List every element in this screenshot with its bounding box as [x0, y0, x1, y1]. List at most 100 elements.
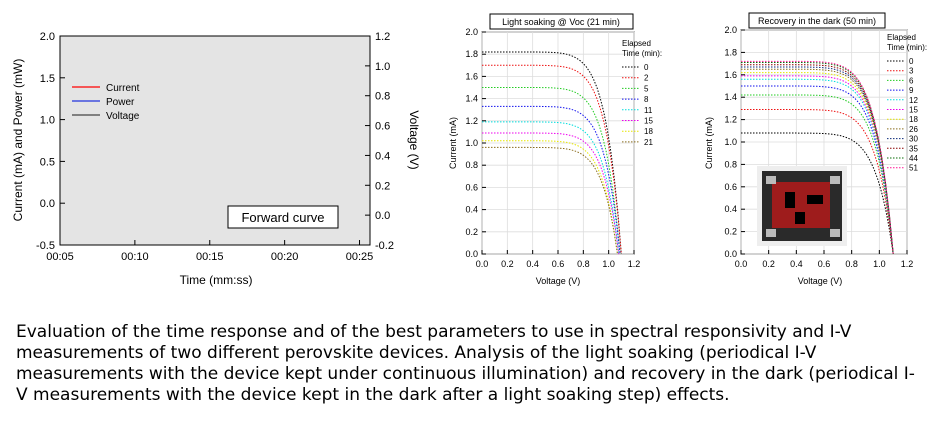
photo-pad	[766, 229, 776, 237]
time-response-chart: 00:05 00:10 00:15 00:20 00:25 -0.5 0.0 0.5 1.0 1.…	[11, 31, 421, 287]
y-tick-label: 0.6	[465, 182, 478, 192]
y2-tick-label: -0.2	[375, 240, 394, 252]
series-15-curve	[741, 75, 894, 255]
series-11-curve	[482, 121, 620, 255]
legend: Current Power Voltage	[72, 83, 140, 122]
photo-pad	[830, 176, 840, 184]
legend-title: Elapsed	[887, 33, 916, 42]
legend-label: 8	[644, 95, 649, 104]
x-tick-label: 0.0	[476, 259, 489, 269]
x-tick-label: 00:05	[46, 251, 74, 263]
y-tick-label: 2.0	[724, 25, 737, 35]
y-tick-label: 1.6	[724, 70, 737, 80]
series-5-curve	[482, 87, 621, 255]
y-tick-label: 1.0	[465, 138, 478, 148]
chart-title-box	[489, 13, 634, 30]
legend-label: 15	[909, 106, 918, 115]
legend-label: 6	[909, 76, 914, 85]
y-tick-label: 1.4	[724, 92, 737, 102]
y2-tick-label: 1.2	[375, 31, 390, 43]
y-tick-label: 0.4	[724, 204, 737, 214]
legend-label: 51	[909, 164, 918, 173]
legend-label: 5	[644, 84, 649, 93]
x-tick-label: 0.8	[577, 259, 590, 269]
figure-caption: Evaluation of the time response and of t…	[16, 322, 915, 405]
x-tick-label: 0.4	[526, 259, 539, 269]
x-tick-label: 00:15	[196, 251, 224, 263]
series-3-curve	[741, 109, 894, 255]
series-6-curve	[741, 94, 894, 255]
figure-canvas: 00:05 00:10 00:15 00:20 00:25 -0.5 0.0 0.5 1.0 1.…	[11, 12, 927, 287]
legend-label: 0	[909, 57, 914, 66]
light-soaking-chart: Light soaking @ Voc (21 min) 0.0 0.2 0.4 0.…	[448, 13, 662, 286]
legend-label: 11	[644, 106, 653, 115]
y2-tick-label: 0.6	[375, 121, 390, 133]
x-tick-label: 00:20	[271, 251, 299, 263]
y-tick-label: 0.6	[724, 182, 737, 192]
x-axis-label: Voltage (V)	[798, 276, 843, 286]
x-axis-label: Voltage (V)	[536, 276, 581, 286]
y-tick-label: 1.2	[465, 116, 478, 126]
legend-label: 44	[909, 154, 918, 163]
legend-title: Time (min):	[622, 49, 662, 58]
series-35-curve	[741, 64, 894, 255]
series-21-curve	[482, 146, 618, 255]
x-tick-label: 0.0	[735, 259, 748, 269]
x-tick-label: 1.2	[628, 259, 641, 269]
legend-label: 18	[909, 115, 918, 124]
x-tick-label: 00:10	[121, 251, 149, 263]
photo-contact	[807, 195, 823, 204]
series-51-curve	[741, 60, 894, 255]
y-tick-label: 0.2	[465, 227, 478, 237]
legend-label: 15	[644, 117, 653, 126]
y2-tick-label: 0.0	[375, 210, 390, 222]
legend-label: 2	[644, 74, 649, 83]
y-axis-label: Current (mA)	[704, 117, 714, 169]
y2-axis-label: Voltage (V)	[407, 110, 421, 169]
y-tick-label: 0.2	[724, 227, 737, 237]
legend-label: 21	[644, 138, 653, 147]
forward-curve-annotation: Forward curve	[241, 210, 324, 225]
x-tick-label: 1.2	[901, 259, 914, 269]
y-tick-label: 2.0	[465, 27, 478, 37]
y-axis-label: Current (mA)	[448, 117, 458, 169]
y-tick-label: 0.0	[724, 249, 737, 259]
y2-tick-label: 0.8	[375, 91, 390, 103]
legend-title: Elapsed	[622, 39, 651, 48]
x-tick-label: 0.6	[552, 259, 565, 269]
recovery-dark-chart: Recovery in the dark (50 min) 0.0 0.2 0.4 0…	[704, 12, 927, 286]
y-tick-label: 1.0	[724, 137, 737, 147]
y-tick-label: 1.6	[465, 71, 478, 81]
y-tick-label: 1.2	[724, 115, 737, 125]
legend-label: 18	[644, 127, 653, 136]
x-tick-label: 0.8	[845, 259, 858, 269]
legend-label: 26	[909, 125, 918, 134]
y-tick-label: 1.0	[40, 115, 55, 127]
legend-label: 30	[909, 135, 918, 144]
x-tick-label: 0.4	[790, 259, 803, 269]
photo-contact	[795, 212, 805, 224]
y-tick-label: 2.0	[40, 31, 55, 43]
y-tick-label: 1.4	[465, 94, 478, 104]
photo-contact	[785, 192, 795, 208]
photo-pad	[766, 176, 776, 184]
chart-title: Recovery in the dark (50 min)	[758, 16, 876, 26]
x-tick-label: 1.0	[602, 259, 615, 269]
legend-label: 35	[909, 144, 918, 153]
y2-tick-label: 0.2	[375, 180, 390, 192]
series-2-curve	[482, 64, 622, 255]
x-tick-label: 0.2	[501, 259, 514, 269]
series-12-curve	[741, 78, 894, 255]
y-tick-label: 0.8	[465, 160, 478, 170]
series-0-curve	[482, 51, 622, 255]
x-axis-label: Time (mm:ss)	[180, 273, 253, 287]
y-tick-label: 1.8	[724, 47, 737, 57]
y-axis-label: Current (mA) and Power (mW)	[11, 59, 25, 222]
legend-label: 0	[644, 63, 649, 72]
legend-label: Current	[106, 83, 140, 94]
y-tick-label: -0.5	[36, 240, 55, 252]
series-30-curve	[741, 66, 894, 255]
x-tick-label: 0.6	[818, 259, 831, 269]
